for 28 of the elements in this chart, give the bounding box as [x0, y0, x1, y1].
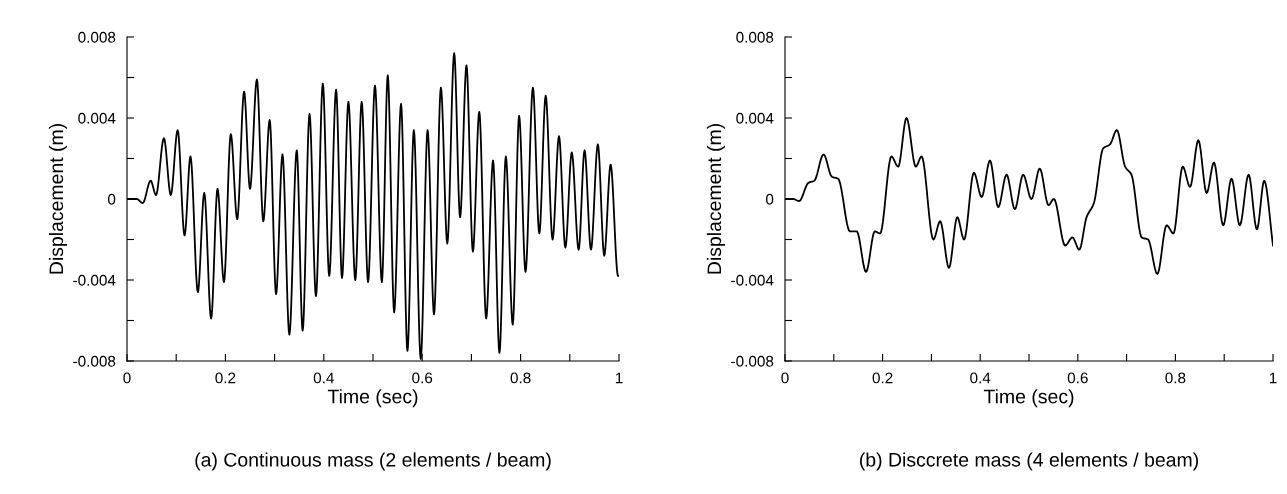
x-tick-label: 0.2 — [872, 372, 893, 384]
text: (a) Continuous mass (2 elements / beam) — [195, 452, 551, 471]
y-tick-label: -0.008 — [731, 355, 774, 367]
y-tick-label: -0.004 — [731, 274, 774, 286]
y-tick-label: -0.008 — [73, 355, 116, 367]
y-axis-title: Displacement (m) — [48, 124, 68, 274]
y-axis-title: Displacement (m) — [706, 124, 726, 274]
y-tick-label: 0.008 — [78, 31, 116, 43]
x-tick-label: 0.4 — [970, 372, 991, 384]
x-axis-title: Time (sec) — [327, 389, 418, 408]
x-axis-title: Time (sec) — [983, 389, 1074, 408]
text: (b) Disccrete mass (4 elements / beam) — [860, 452, 1198, 471]
x-tick-label: 0 — [781, 372, 789, 384]
y-tick-label: 0.008 — [736, 31, 774, 43]
y-tick-label: 0.004 — [736, 112, 774, 124]
x-tick-label: 0.6 — [1067, 372, 1088, 384]
y-tick-label: 0.004 — [78, 112, 116, 124]
x-tick-label: 1 — [1269, 372, 1277, 384]
y-tick-label: 0 — [765, 193, 774, 205]
x-tick-label: 1 — [615, 372, 623, 384]
x-tick-label: 0.4 — [313, 372, 334, 384]
x-tick-label: 0.2 — [215, 372, 236, 384]
y-tick-label: 0 — [107, 193, 116, 205]
x-tick-label: 0 — [123, 372, 131, 384]
x-tick-label: 0.8 — [1165, 372, 1186, 384]
x-tick-label: 0.8 — [510, 372, 531, 384]
x-tick-label: 0.6 — [412, 372, 433, 384]
y-tick-label: -0.004 — [73, 274, 116, 286]
